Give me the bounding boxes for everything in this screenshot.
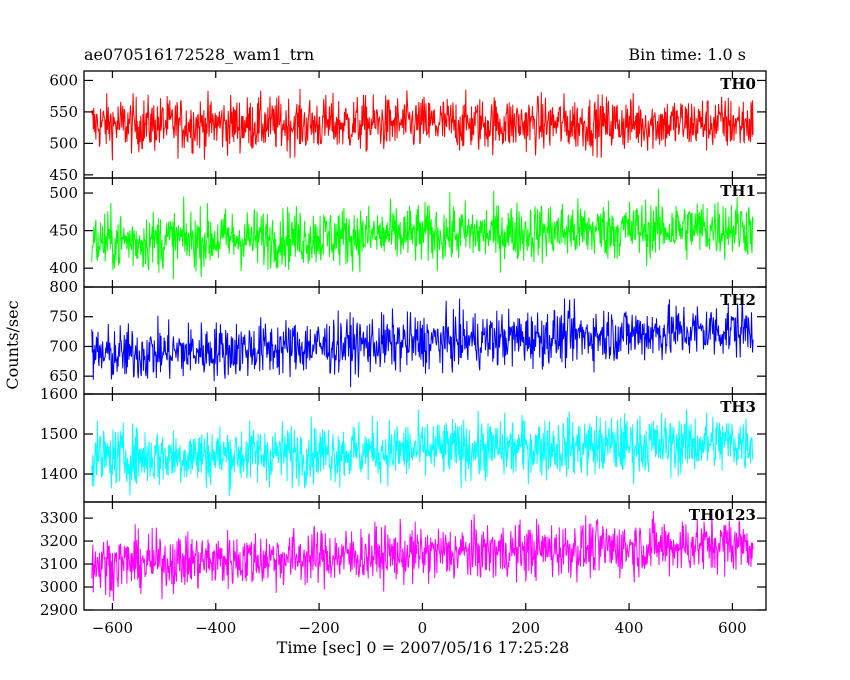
x-tick-label: 600 bbox=[718, 619, 747, 637]
y-tick-label: 650 bbox=[49, 367, 78, 385]
bin-time-label: Bin time: 1.0 s bbox=[628, 45, 746, 64]
x-axis-title: Time [sec] 0 = 2007/05/16 17:25:28 bbox=[277, 638, 570, 657]
y-tick-label: 400 bbox=[49, 259, 78, 277]
y-tick-label: 3300 bbox=[40, 509, 78, 527]
y-tick-label: 450 bbox=[49, 166, 78, 184]
y-tick-label: 500 bbox=[49, 184, 78, 202]
panel-frame bbox=[83, 501, 767, 611]
y-tick-label: 3000 bbox=[40, 578, 78, 596]
series-line-th0 bbox=[91, 88, 754, 161]
y-tick-label: 3100 bbox=[40, 555, 78, 573]
y-tick-label: 750 bbox=[49, 308, 78, 326]
y-tick-label: 700 bbox=[49, 337, 78, 355]
y-tick-label: 450 bbox=[49, 222, 78, 240]
panel-th2: 650 700 750 800 TH2 bbox=[49, 278, 767, 395]
y-tick-label: 3200 bbox=[40, 532, 78, 550]
series-line-th0123 bbox=[91, 511, 754, 602]
y-tick-label: 600 bbox=[49, 71, 78, 89]
x-tick-label: −200 bbox=[298, 619, 339, 637]
x-tick-label: 0 bbox=[418, 619, 428, 637]
y-axis-title: Counts/sec bbox=[3, 300, 22, 389]
y-tick-label: 1400 bbox=[40, 465, 78, 483]
y-tick-label: 800 bbox=[49, 278, 78, 296]
x-tick-label: −600 bbox=[92, 619, 133, 637]
y-tick-label: 500 bbox=[49, 134, 78, 152]
y-tick-label: 1500 bbox=[40, 425, 78, 443]
x-tick-label: −400 bbox=[195, 619, 236, 637]
x-tick-label: 200 bbox=[511, 619, 540, 637]
panel-th1: 400 450 500 TH1 bbox=[49, 177, 767, 288]
series-line-th1 bbox=[91, 188, 754, 280]
y-tick-label: 550 bbox=[49, 103, 78, 121]
y-tick-label: 2900 bbox=[40, 601, 78, 619]
y-tick-label: 1600 bbox=[40, 385, 78, 403]
panel-label-th0123: TH0123 bbox=[689, 506, 756, 524]
panel-label-th0: TH0 bbox=[720, 75, 756, 93]
panel-th0: 450 500 550 600 TH0 bbox=[49, 70, 767, 184]
x-tick-label: 400 bbox=[615, 619, 644, 637]
chart-title: ae070516172528_wam1_trn bbox=[84, 45, 314, 64]
panel-label-th3: TH3 bbox=[720, 398, 756, 416]
panel-th0123: 2900 3000 3100 3200 3300 TH0123 bbox=[40, 501, 767, 619]
panel-label-th1: TH1 bbox=[720, 182, 756, 200]
series-line-th3 bbox=[91, 409, 754, 497]
panel-th3: 1400 1500 1600 TH3 bbox=[40, 385, 767, 503]
series-line-th2 bbox=[91, 297, 754, 388]
panel-label-th2: TH2 bbox=[720, 291, 756, 309]
